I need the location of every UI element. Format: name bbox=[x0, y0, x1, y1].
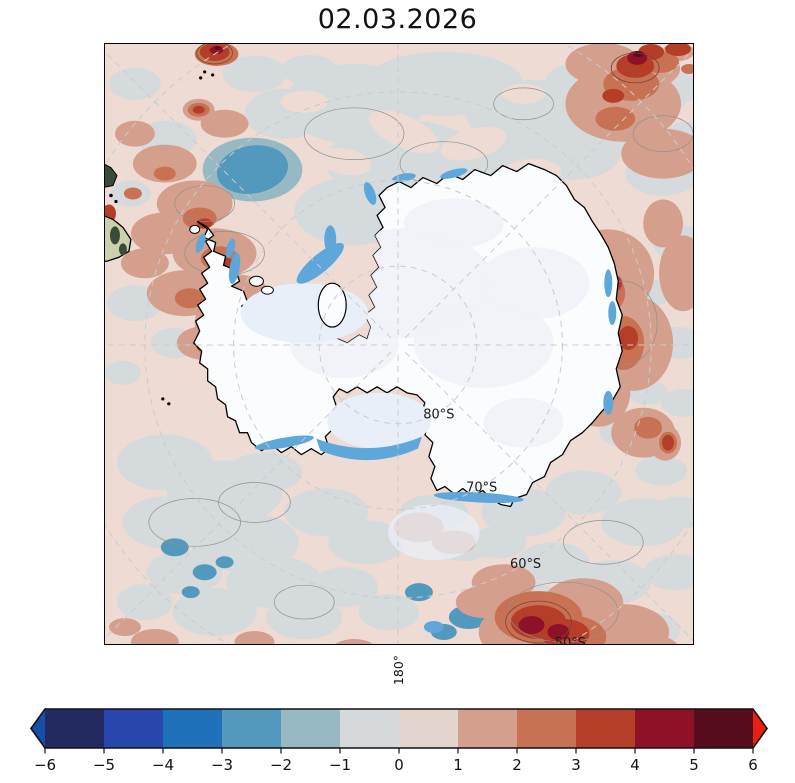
svg-text:−6: −6 bbox=[34, 756, 56, 774]
svg-text:5: 5 bbox=[689, 756, 699, 774]
label-80s: 80°S bbox=[423, 408, 454, 423]
figure-title: 02.03.2026 bbox=[317, 4, 478, 35]
svg-text:3: 3 bbox=[571, 756, 581, 774]
svg-text:4: 4 bbox=[630, 756, 640, 774]
svg-text:−2: −2 bbox=[270, 756, 292, 774]
svg-text:2: 2 bbox=[512, 756, 522, 774]
svg-text:6: 6 bbox=[748, 756, 758, 774]
label-60s: 60°S bbox=[510, 557, 541, 572]
south-america-tip bbox=[105, 164, 132, 262]
svg-text:−3: −3 bbox=[211, 756, 233, 774]
svg-text:−5: −5 bbox=[93, 756, 115, 774]
svg-text:0: 0 bbox=[394, 756, 404, 774]
label-70s: 70°S bbox=[466, 480, 497, 495]
colorbar-ticks: −6 −5 −4 −3 −2 −1 0 1 2 3 4 5 6 bbox=[34, 748, 758, 774]
label-50s: 50°S bbox=[555, 636, 586, 644]
colorbar-cells bbox=[30, 708, 768, 749]
latitude-longitude-gridlines bbox=[105, 44, 693, 644]
svg-text:−1: −1 bbox=[329, 756, 351, 774]
svg-text:1: 1 bbox=[453, 756, 463, 774]
colorbar-canvas: −6 −5 −4 −3 −2 −1 0 1 2 3 4 5 6 bbox=[30, 708, 768, 774]
latitude-labels: 80°S 70°S 60°S 50°S bbox=[423, 408, 586, 644]
colorbar: −6 −5 −4 −3 −2 −1 0 1 2 3 4 5 6 bbox=[0, 702, 795, 783]
svg-text:−4: −4 bbox=[152, 756, 174, 774]
meridian-180-label: 180° bbox=[390, 654, 406, 686]
sea-ice-features bbox=[189, 168, 617, 634]
map-canvas: 80°S 70°S 60°S 50°S bbox=[105, 44, 693, 644]
antarctica-map: 80°S 70°S 60°S 50°S bbox=[104, 43, 694, 645]
